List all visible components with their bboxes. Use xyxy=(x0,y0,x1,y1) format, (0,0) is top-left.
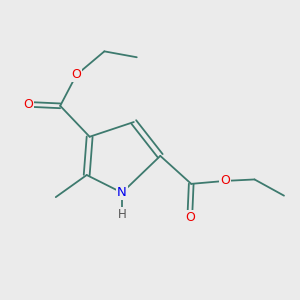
Text: H: H xyxy=(118,208,126,221)
Text: O: O xyxy=(220,174,230,188)
Text: N: N xyxy=(117,186,127,199)
Text: O: O xyxy=(185,211,195,224)
Text: O: O xyxy=(23,98,33,111)
Text: O: O xyxy=(71,68,81,81)
